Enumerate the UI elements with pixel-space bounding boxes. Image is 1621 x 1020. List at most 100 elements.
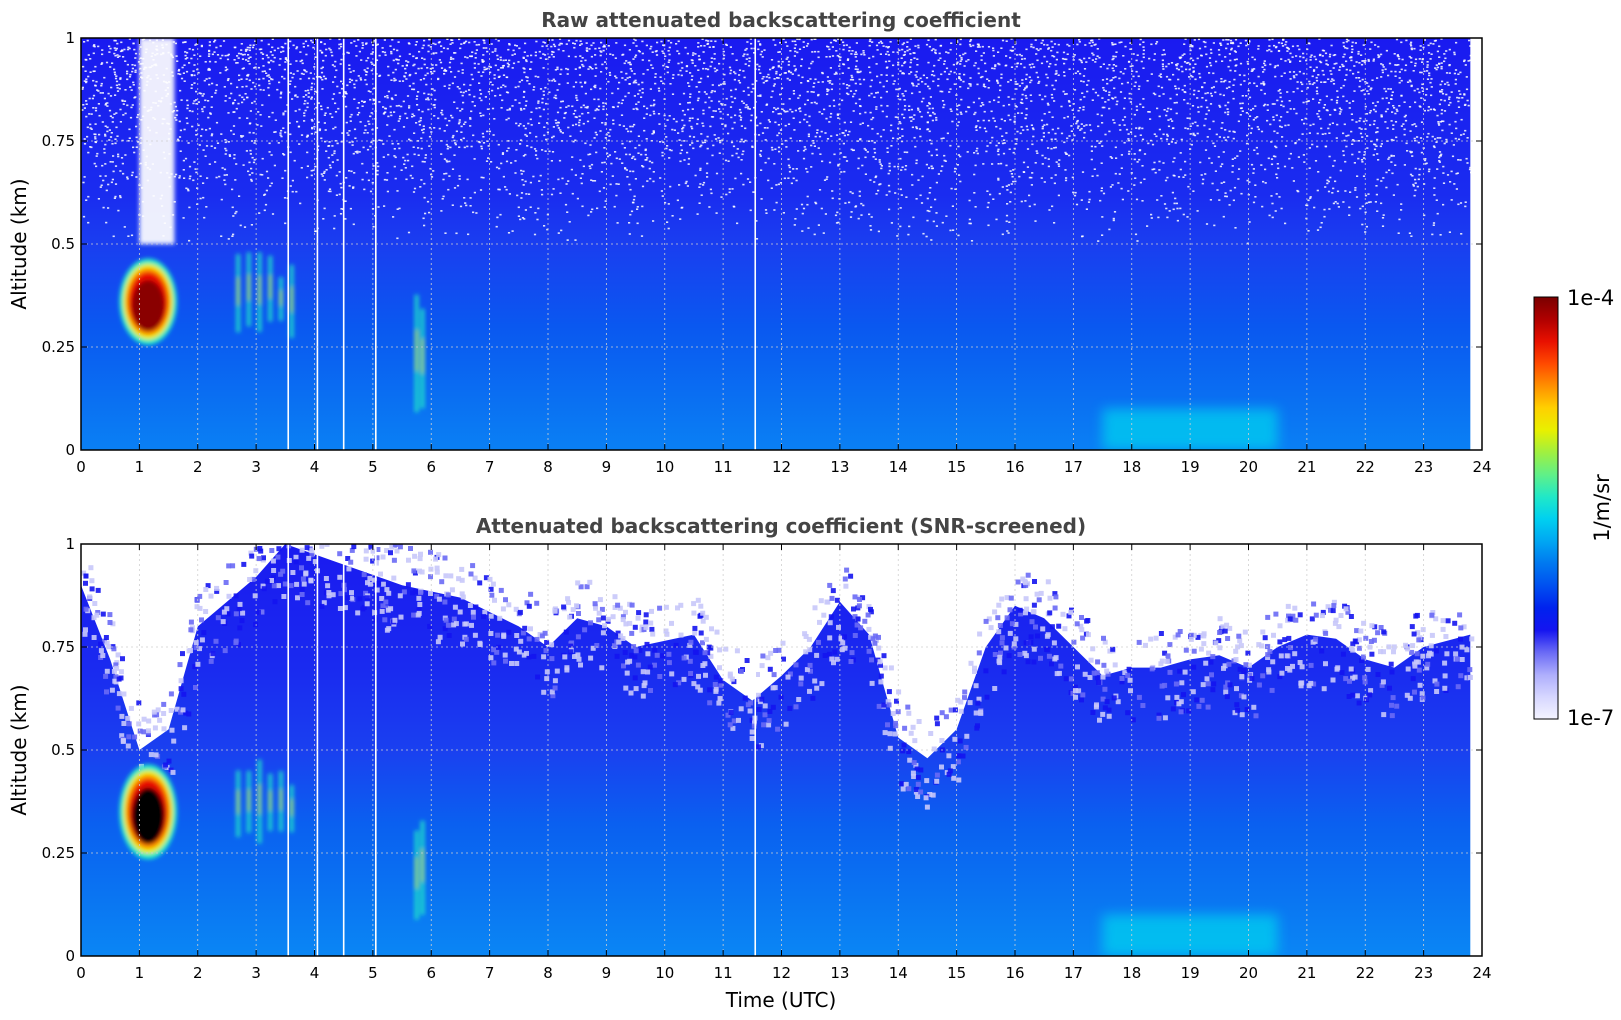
noise-speck (1250, 127, 1253, 130)
noise-speck (1390, 138, 1393, 141)
noise-speck (130, 89, 133, 91)
noise-speck (707, 40, 710, 42)
noise-speck (941, 90, 944, 93)
noise-speck (87, 221, 90, 224)
noise-speck (421, 160, 424, 163)
noise-speck (1053, 182, 1056, 185)
noise-speck (1248, 82, 1251, 84)
noise-speck (1302, 56, 1305, 59)
noise-speck (1339, 66, 1342, 68)
noise-speck (567, 126, 570, 129)
noise-speck (1398, 105, 1401, 107)
noise-speck (1209, 64, 1213, 67)
noise-speck (724, 125, 727, 128)
noise-speck (306, 134, 309, 137)
noise-speck (333, 150, 336, 152)
noise-speck (700, 133, 703, 135)
noise-speck (584, 142, 587, 145)
noise-speck (409, 174, 412, 177)
noise-speck (317, 102, 320, 104)
noise-speck (1388, 62, 1392, 65)
noise-speck (899, 188, 902, 191)
noise-speck (480, 75, 483, 77)
noise-speck (909, 53, 912, 55)
noise-speck (868, 66, 871, 68)
noise-speck (527, 122, 530, 125)
noise-speck (1248, 96, 1252, 99)
noise-speck (1313, 55, 1316, 58)
noise-speck (571, 124, 575, 127)
noise-speck (528, 193, 531, 195)
noise-speck (371, 63, 374, 65)
noise-speck (726, 113, 729, 116)
noise-speck (557, 121, 560, 124)
noise-speck (188, 110, 191, 112)
noise-speck (257, 66, 260, 69)
noise-speck (862, 50, 865, 52)
noise-speck (1436, 137, 1439, 139)
noise-speck (837, 163, 840, 166)
noise-speck (1189, 49, 1192, 52)
noise-speck (836, 113, 839, 115)
noise-speck (1380, 63, 1383, 65)
noise-speck (977, 120, 980, 122)
noise-speck (1086, 84, 1089, 86)
noise-speck (400, 169, 403, 171)
noise-speck (1002, 104, 1005, 107)
noise-speck (1060, 105, 1063, 108)
noise-speck (1138, 126, 1141, 129)
noise-speck (1021, 79, 1024, 81)
noise-speck (1409, 80, 1412, 83)
noise-speck (260, 39, 263, 42)
noise-speck (837, 164, 840, 167)
noise-speck (433, 106, 436, 109)
noise-speck (267, 74, 270, 76)
noise-speck (1123, 116, 1127, 118)
noise-speck (361, 44, 365, 46)
noise-speck (456, 86, 459, 88)
noise-speck (708, 96, 711, 99)
noise-speck (685, 65, 688, 68)
noise-speck (317, 76, 320, 78)
noise-speck (453, 52, 456, 54)
noise-speck (1264, 182, 1267, 184)
noise-speck (1063, 75, 1066, 77)
noise-speck (271, 78, 274, 81)
noise-speck (755, 220, 758, 222)
noise-speck (829, 67, 832, 69)
noise-speck (1003, 142, 1006, 144)
noise-speck (797, 74, 800, 77)
noise-speck (992, 49, 995, 52)
noise-speck (1429, 108, 1432, 111)
noise-speck (1366, 90, 1369, 92)
noise-speck (870, 79, 873, 82)
noise-speck (826, 176, 829, 178)
noise-speck (992, 47, 995, 49)
noise-speck (420, 137, 423, 140)
noise-speck (1398, 81, 1401, 84)
noise-speck (422, 77, 426, 80)
noise-speck (329, 113, 332, 115)
noise-speck (319, 49, 322, 52)
noise-speck (364, 125, 367, 127)
noise-speck (1101, 145, 1104, 147)
noise-speck (1272, 116, 1275, 118)
noise-speck (675, 43, 678, 45)
noise-speck (497, 143, 500, 146)
noise-speck (1414, 101, 1417, 104)
noise-speck (1010, 183, 1013, 185)
noise-speck (1208, 128, 1211, 130)
noise-speck (408, 107, 411, 109)
noise-speck (1137, 75, 1140, 78)
noise-speck (85, 199, 88, 201)
noise-speck (449, 43, 452, 45)
noise-speck (1183, 99, 1186, 101)
noise-speck (1301, 119, 1304, 121)
noise-speck (493, 77, 496, 80)
noise-speck (885, 53, 888, 55)
noise-speck (827, 80, 830, 82)
noise-speck (195, 90, 198, 93)
noise-speck (1280, 42, 1283, 45)
noise-speck (365, 83, 368, 86)
noise-speck (1192, 71, 1195, 73)
